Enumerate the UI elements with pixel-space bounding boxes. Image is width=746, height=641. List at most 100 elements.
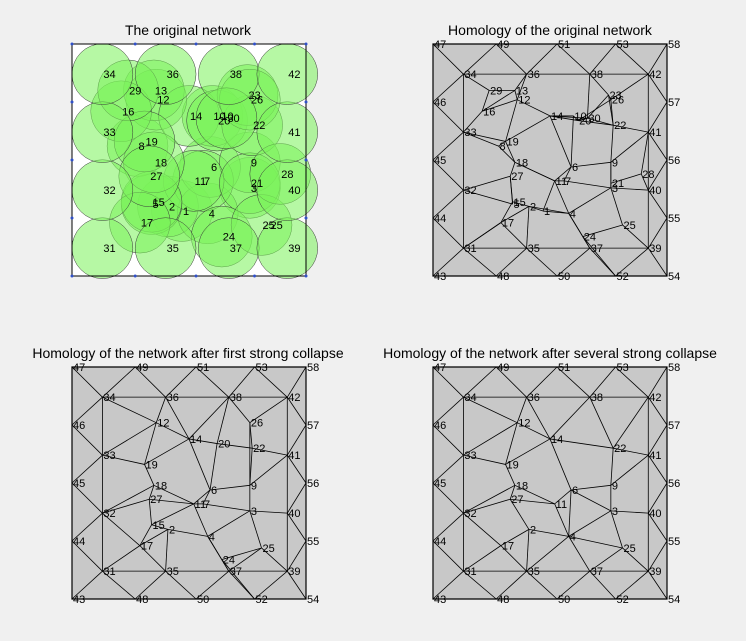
- edge: [571, 484, 611, 491]
- edge: [151, 524, 169, 530]
- node-label: 11: [556, 176, 567, 188]
- edge: [612, 396, 649, 449]
- edge: [139, 529, 169, 546]
- node-label: 56: [307, 478, 319, 490]
- edge: [156, 422, 190, 440]
- edge: [526, 396, 551, 440]
- fence-sensor-dot: [70, 158, 74, 162]
- edge: [432, 540, 464, 572]
- node-label: 22: [614, 120, 626, 132]
- edge: [286, 540, 307, 572]
- node-label: 42: [288, 392, 300, 404]
- edge: [286, 512, 307, 542]
- edge: [622, 224, 649, 249]
- edge: [139, 545, 166, 572]
- node-label: 21: [251, 178, 263, 190]
- edge: [647, 396, 668, 426]
- edge: [568, 489, 572, 537]
- edge: [202, 503, 250, 512]
- edge: [610, 454, 649, 486]
- edge: [102, 454, 145, 465]
- node-label: 19: [146, 459, 158, 471]
- edge: [582, 224, 623, 237]
- edge: [647, 73, 668, 103]
- node-label: 29: [490, 85, 502, 97]
- node-label: 56: [668, 155, 680, 167]
- edge: [578, 120, 614, 126]
- node-label: 3: [612, 183, 618, 195]
- edge: [463, 111, 483, 133]
- node-label: 32: [103, 508, 115, 520]
- node-label: 14: [190, 111, 202, 123]
- node-label: 17: [141, 218, 153, 230]
- edge: [589, 73, 609, 96]
- edge: [495, 43, 527, 75]
- edge: [610, 510, 623, 549]
- node-label: 37: [591, 243, 603, 255]
- edge: [526, 529, 530, 572]
- fence-sensor-dot: [304, 158, 308, 162]
- edge: [554, 166, 572, 182]
- node-label: 53: [256, 362, 268, 374]
- edge: [556, 366, 591, 398]
- sensor-disk: [256, 43, 318, 105]
- edge: [554, 503, 570, 537]
- edge: [134, 570, 166, 600]
- node-label: 36: [167, 69, 179, 81]
- node-label: 26: [251, 418, 263, 430]
- node-label: 55: [668, 536, 680, 548]
- edge: [568, 213, 591, 249]
- edge: [647, 512, 668, 542]
- node-label: 6: [211, 162, 217, 174]
- edge: [587, 117, 614, 126]
- edge: [500, 222, 527, 249]
- edge: [432, 73, 464, 103]
- edge: [228, 366, 255, 398]
- edge: [148, 485, 155, 500]
- edge: [509, 485, 516, 500]
- edge: [102, 512, 141, 546]
- edge: [498, 141, 506, 147]
- edge: [500, 545, 527, 572]
- fence-sensor-dot: [70, 100, 74, 104]
- node-label: 12: [157, 418, 169, 430]
- edge: [165, 529, 169, 572]
- node-label: 47: [434, 39, 446, 51]
- node-label: 9: [251, 157, 257, 169]
- edge: [647, 424, 668, 456]
- node-label: 33: [464, 450, 476, 462]
- edge: [505, 115, 551, 142]
- node-label: 50: [558, 594, 570, 606]
- edge: [512, 201, 530, 207]
- complex-edges: [432, 43, 668, 277]
- edge: [549, 396, 591, 440]
- node-label: 3: [251, 183, 257, 195]
- node-label: 2: [169, 201, 175, 213]
- node-label: 51: [197, 362, 209, 374]
- node-label: 13: [516, 85, 528, 97]
- edge: [608, 94, 614, 126]
- edge: [610, 173, 642, 184]
- node-label: 35: [528, 566, 540, 578]
- fence-sensor-dot: [253, 274, 257, 278]
- edge: [71, 366, 103, 398]
- edge: [144, 438, 190, 465]
- edge: [188, 438, 211, 491]
- edge: [202, 489, 211, 505]
- edge: [556, 570, 591, 600]
- edge: [249, 510, 262, 549]
- edge: [640, 132, 649, 174]
- edge: [144, 464, 155, 486]
- node-label: 55: [668, 213, 680, 225]
- node-label: 42: [649, 69, 661, 81]
- node-label: 15: [153, 197, 165, 209]
- edge: [615, 247, 649, 277]
- edge: [610, 187, 623, 226]
- node-label: 10: [574, 111, 586, 123]
- node-label: 51: [558, 39, 570, 51]
- edge: [432, 189, 464, 219]
- edge: [573, 115, 579, 121]
- edge: [500, 201, 513, 223]
- edge: [514, 90, 518, 100]
- node-label: 31: [464, 243, 476, 255]
